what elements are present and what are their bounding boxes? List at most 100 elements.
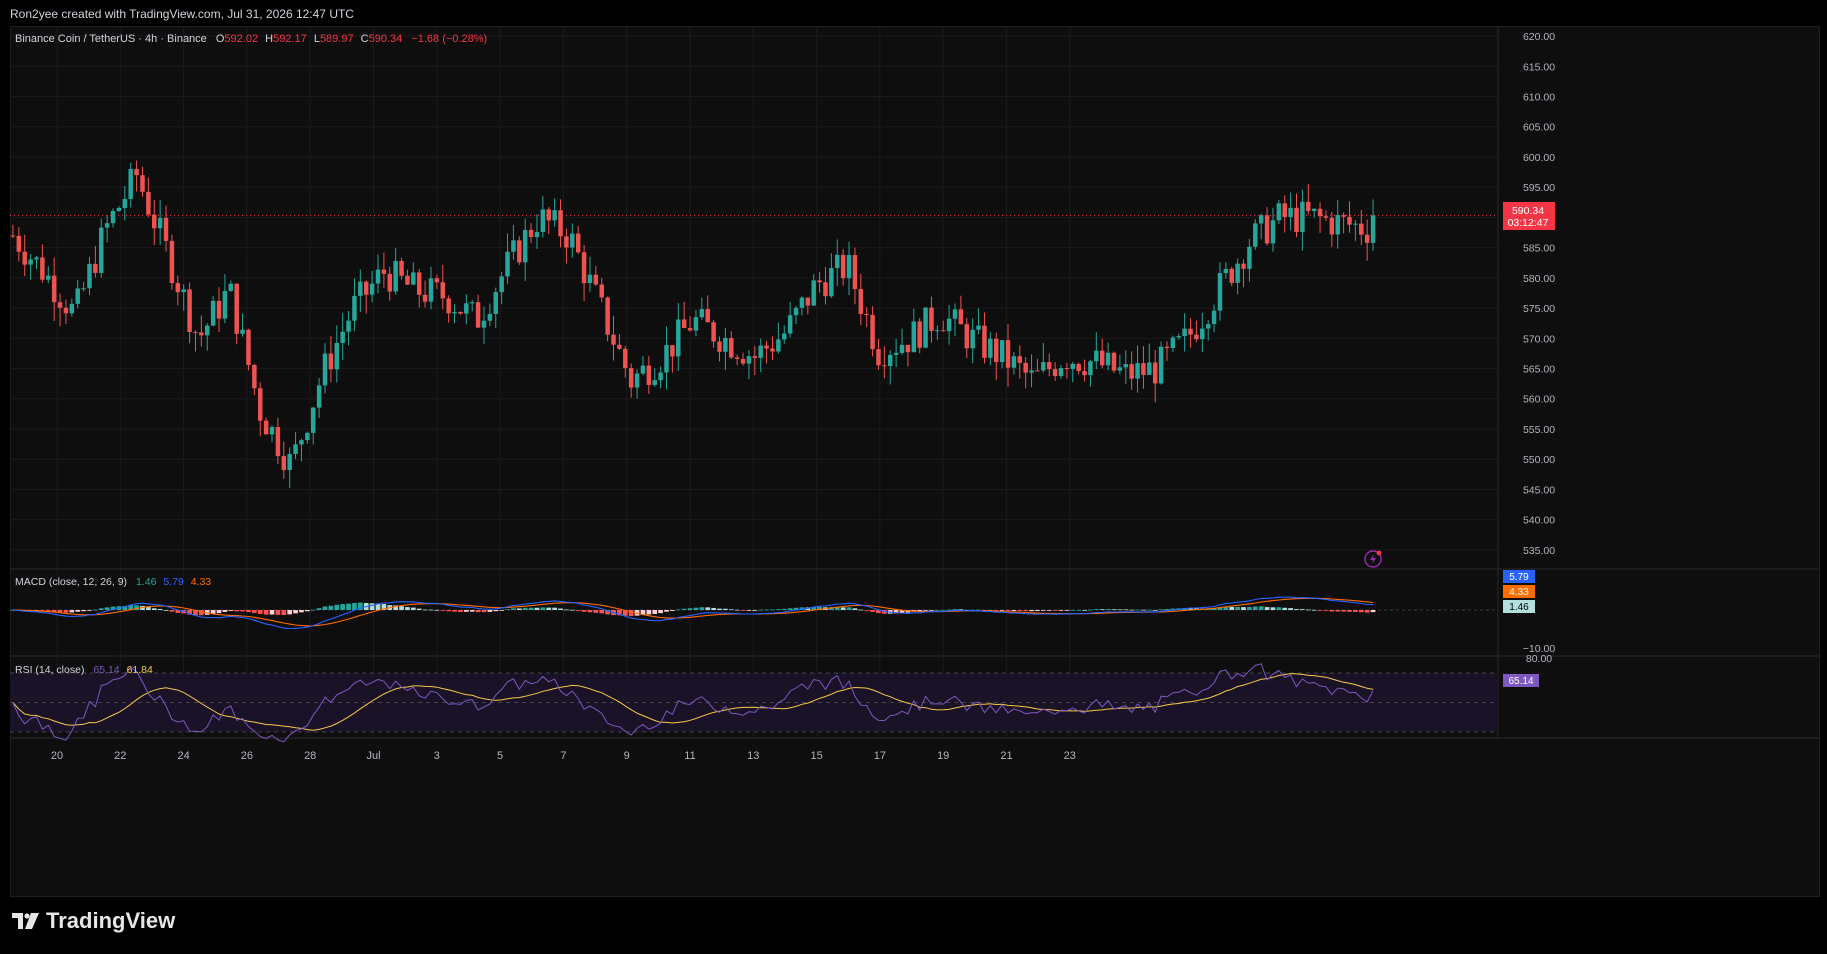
candle-body bbox=[363, 281, 369, 295]
macd-legend[interactable]: MACD (close, 12, 26, 9) 1.46 5.79 4.33 bbox=[15, 576, 211, 588]
candle-body bbox=[316, 385, 322, 408]
candle-body bbox=[770, 348, 775, 352]
candle-body bbox=[1123, 364, 1129, 368]
candle-body bbox=[1141, 363, 1146, 375]
candle-body bbox=[1229, 268, 1234, 283]
macd-histogram-bar bbox=[275, 610, 281, 615]
macd-histogram-bar bbox=[946, 609, 952, 611]
macd-histogram-bar bbox=[1305, 609, 1311, 611]
candle-body bbox=[1264, 215, 1270, 244]
time-tick-label: 17 bbox=[874, 750, 886, 762]
macd-histogram-bar bbox=[675, 609, 681, 611]
macd-histogram-bar bbox=[505, 609, 510, 611]
candle-body bbox=[1270, 220, 1276, 244]
macd-histogram-bar bbox=[440, 610, 446, 611]
candle-body bbox=[34, 257, 39, 260]
candle-body bbox=[152, 214, 157, 229]
candle-body bbox=[634, 373, 640, 388]
candle-body bbox=[358, 281, 363, 296]
tradingview-logo-icon bbox=[12, 913, 39, 929]
candle-body bbox=[876, 349, 881, 366]
candle-body bbox=[1223, 268, 1229, 274]
rsi-legend[interactable]: RSI (14, close) 65.14 61.84 bbox=[15, 664, 153, 676]
macd-histogram-bar bbox=[934, 609, 940, 611]
macd-histogram-bar bbox=[375, 603, 381, 610]
macd-histogram-bar bbox=[393, 605, 399, 610]
candle-body bbox=[1311, 208, 1317, 211]
macd-histogram-bar bbox=[75, 610, 81, 612]
candle-body bbox=[811, 280, 816, 306]
macd-histogram-bar bbox=[1093, 609, 1099, 610]
macd-histogram-bar bbox=[522, 607, 528, 610]
macd-histogram-bar bbox=[899, 610, 905, 613]
time-tick-label: 5 bbox=[497, 750, 503, 762]
candle-body bbox=[375, 269, 381, 284]
macd-histogram-bar bbox=[1052, 610, 1058, 611]
macd-histogram-bar bbox=[128, 605, 134, 610]
candle-body bbox=[605, 297, 610, 335]
macd-histogram-bar bbox=[717, 608, 722, 610]
candle-body bbox=[416, 272, 422, 295]
macd-histogram-bar bbox=[987, 610, 993, 611]
macd-histogram-bar bbox=[1135, 609, 1140, 611]
lightning-alert-icon[interactable] bbox=[1364, 550, 1382, 568]
candle-body bbox=[228, 283, 234, 292]
candle-body bbox=[611, 334, 616, 345]
candle-body bbox=[1176, 336, 1181, 338]
macd-histogram-bar bbox=[1170, 608, 1176, 610]
candle-body bbox=[140, 175, 145, 192]
macd-histogram-bar bbox=[776, 609, 781, 611]
candle-body bbox=[87, 263, 92, 289]
macd-histogram-bar bbox=[1035, 610, 1040, 612]
macd-histogram-bar bbox=[1353, 610, 1358, 612]
candle-body bbox=[664, 345, 669, 373]
price-tick-label: 555.00 bbox=[1523, 424, 1555, 436]
candle-body bbox=[864, 313, 869, 315]
macd-histogram-bar bbox=[1347, 610, 1352, 612]
macd-histogram-bar bbox=[1270, 607, 1276, 610]
change-value: −1.68 (−0.28%) bbox=[411, 33, 487, 45]
macd-histogram-bar bbox=[528, 607, 534, 610]
price-tick-label: 585.00 bbox=[1523, 243, 1555, 255]
chart-frame bbox=[10, 26, 1820, 897]
time-tick-label: 9 bbox=[624, 750, 630, 762]
candle-body bbox=[1035, 370, 1040, 372]
macd-histogram-bar bbox=[493, 610, 499, 612]
symbol-legend[interactable]: Binance Coin / TetherUS · 4h · Binance O… bbox=[15, 33, 487, 45]
candle-body bbox=[469, 302, 475, 304]
time-tick-label: 11 bbox=[684, 750, 695, 762]
macd-hist-value: 1.46 bbox=[136, 576, 157, 588]
candle-body bbox=[1076, 363, 1081, 372]
candle-body bbox=[734, 357, 740, 359]
macd-histogram-bar bbox=[240, 610, 245, 612]
candle-body bbox=[676, 319, 681, 357]
candle-body bbox=[1152, 362, 1158, 384]
candle-body bbox=[81, 288, 86, 290]
candle-body bbox=[575, 233, 581, 253]
macd-histogram-bar bbox=[1294, 609, 1299, 610]
candle-body bbox=[328, 353, 334, 370]
macd-histogram-bar bbox=[257, 610, 263, 614]
candle-body bbox=[234, 283, 239, 334]
macd-histogram-bar bbox=[952, 609, 958, 610]
candle-body bbox=[658, 372, 663, 381]
macd-histogram-bar bbox=[764, 609, 769, 611]
candle-body bbox=[764, 345, 769, 349]
signal-badge bbox=[1503, 585, 1535, 598]
macd-histogram-bar bbox=[122, 605, 128, 610]
candle-body bbox=[1205, 324, 1211, 329]
macd-histogram-bar bbox=[793, 607, 799, 610]
high-value: 592.17 bbox=[273, 33, 307, 45]
chart-canvas[interactable]: 620.00 615.00 610.00 605.00 600.00 595.00 590.… bbox=[10, 26, 1820, 897]
macd-histogram-bar bbox=[1341, 610, 1346, 612]
macd-badge-text: 5.79 bbox=[1509, 572, 1529, 583]
candle-body bbox=[299, 440, 304, 445]
candle-body bbox=[275, 427, 281, 457]
candle-body bbox=[528, 229, 534, 238]
macd-histogram-bar bbox=[216, 610, 222, 614]
macd-histogram-bar bbox=[352, 603, 357, 610]
macd-histogram-bar bbox=[1364, 610, 1370, 613]
brand-logo[interactable]: TradingView bbox=[12, 908, 175, 934]
price-badge bbox=[1503, 202, 1555, 230]
candle-body bbox=[1258, 215, 1264, 224]
